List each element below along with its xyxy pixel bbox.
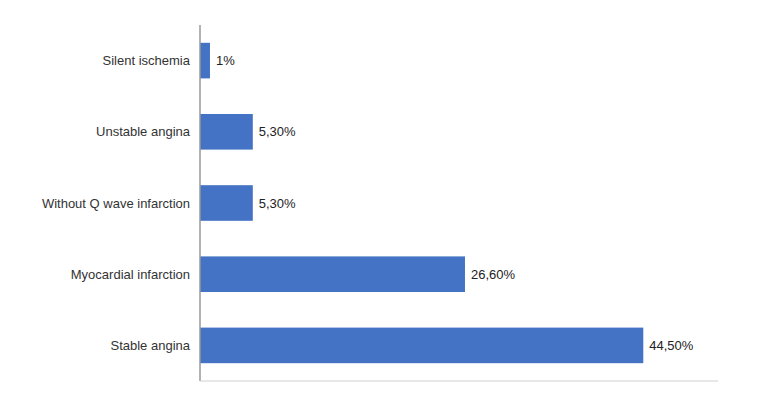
data-label: 1% — [216, 53, 235, 68]
bar — [200, 43, 210, 79]
y-tick-label: Unstable angina — [96, 124, 191, 139]
bar — [200, 256, 465, 292]
y-tick-labels: Stable angina Myocardial infarction Withou… — [42, 53, 191, 353]
bar — [200, 114, 253, 150]
y-tick-label: Silent ischemia — [103, 53, 191, 68]
data-label: 5,30% — [259, 196, 296, 211]
bar — [200, 328, 643, 364]
data-label: 5,30% — [259, 124, 296, 139]
bars — [200, 43, 643, 363]
data-labels: 44,50% 26,60% 5,30% 5,30% 1% — [216, 53, 694, 353]
chart: 44,50% 26,60% 5,30% 5,30% 1% Stable angina Myo… — [0, 0, 758, 411]
y-tick-label: Stable angina — [110, 338, 190, 353]
y-tick-label: Without Q wave infarction — [42, 196, 190, 211]
data-label: 44,50% — [649, 338, 694, 353]
x-axis-line — [200, 381, 718, 382]
data-label: 26,60% — [471, 267, 516, 282]
bar — [200, 185, 253, 221]
y-tick-label: Myocardial infarction — [71, 267, 190, 282]
chart-container: 44,50% 26,60% 5,30% 5,30% 1% Stable angina Myo… — [0, 0, 758, 411]
y-axis-line — [199, 25, 201, 381]
